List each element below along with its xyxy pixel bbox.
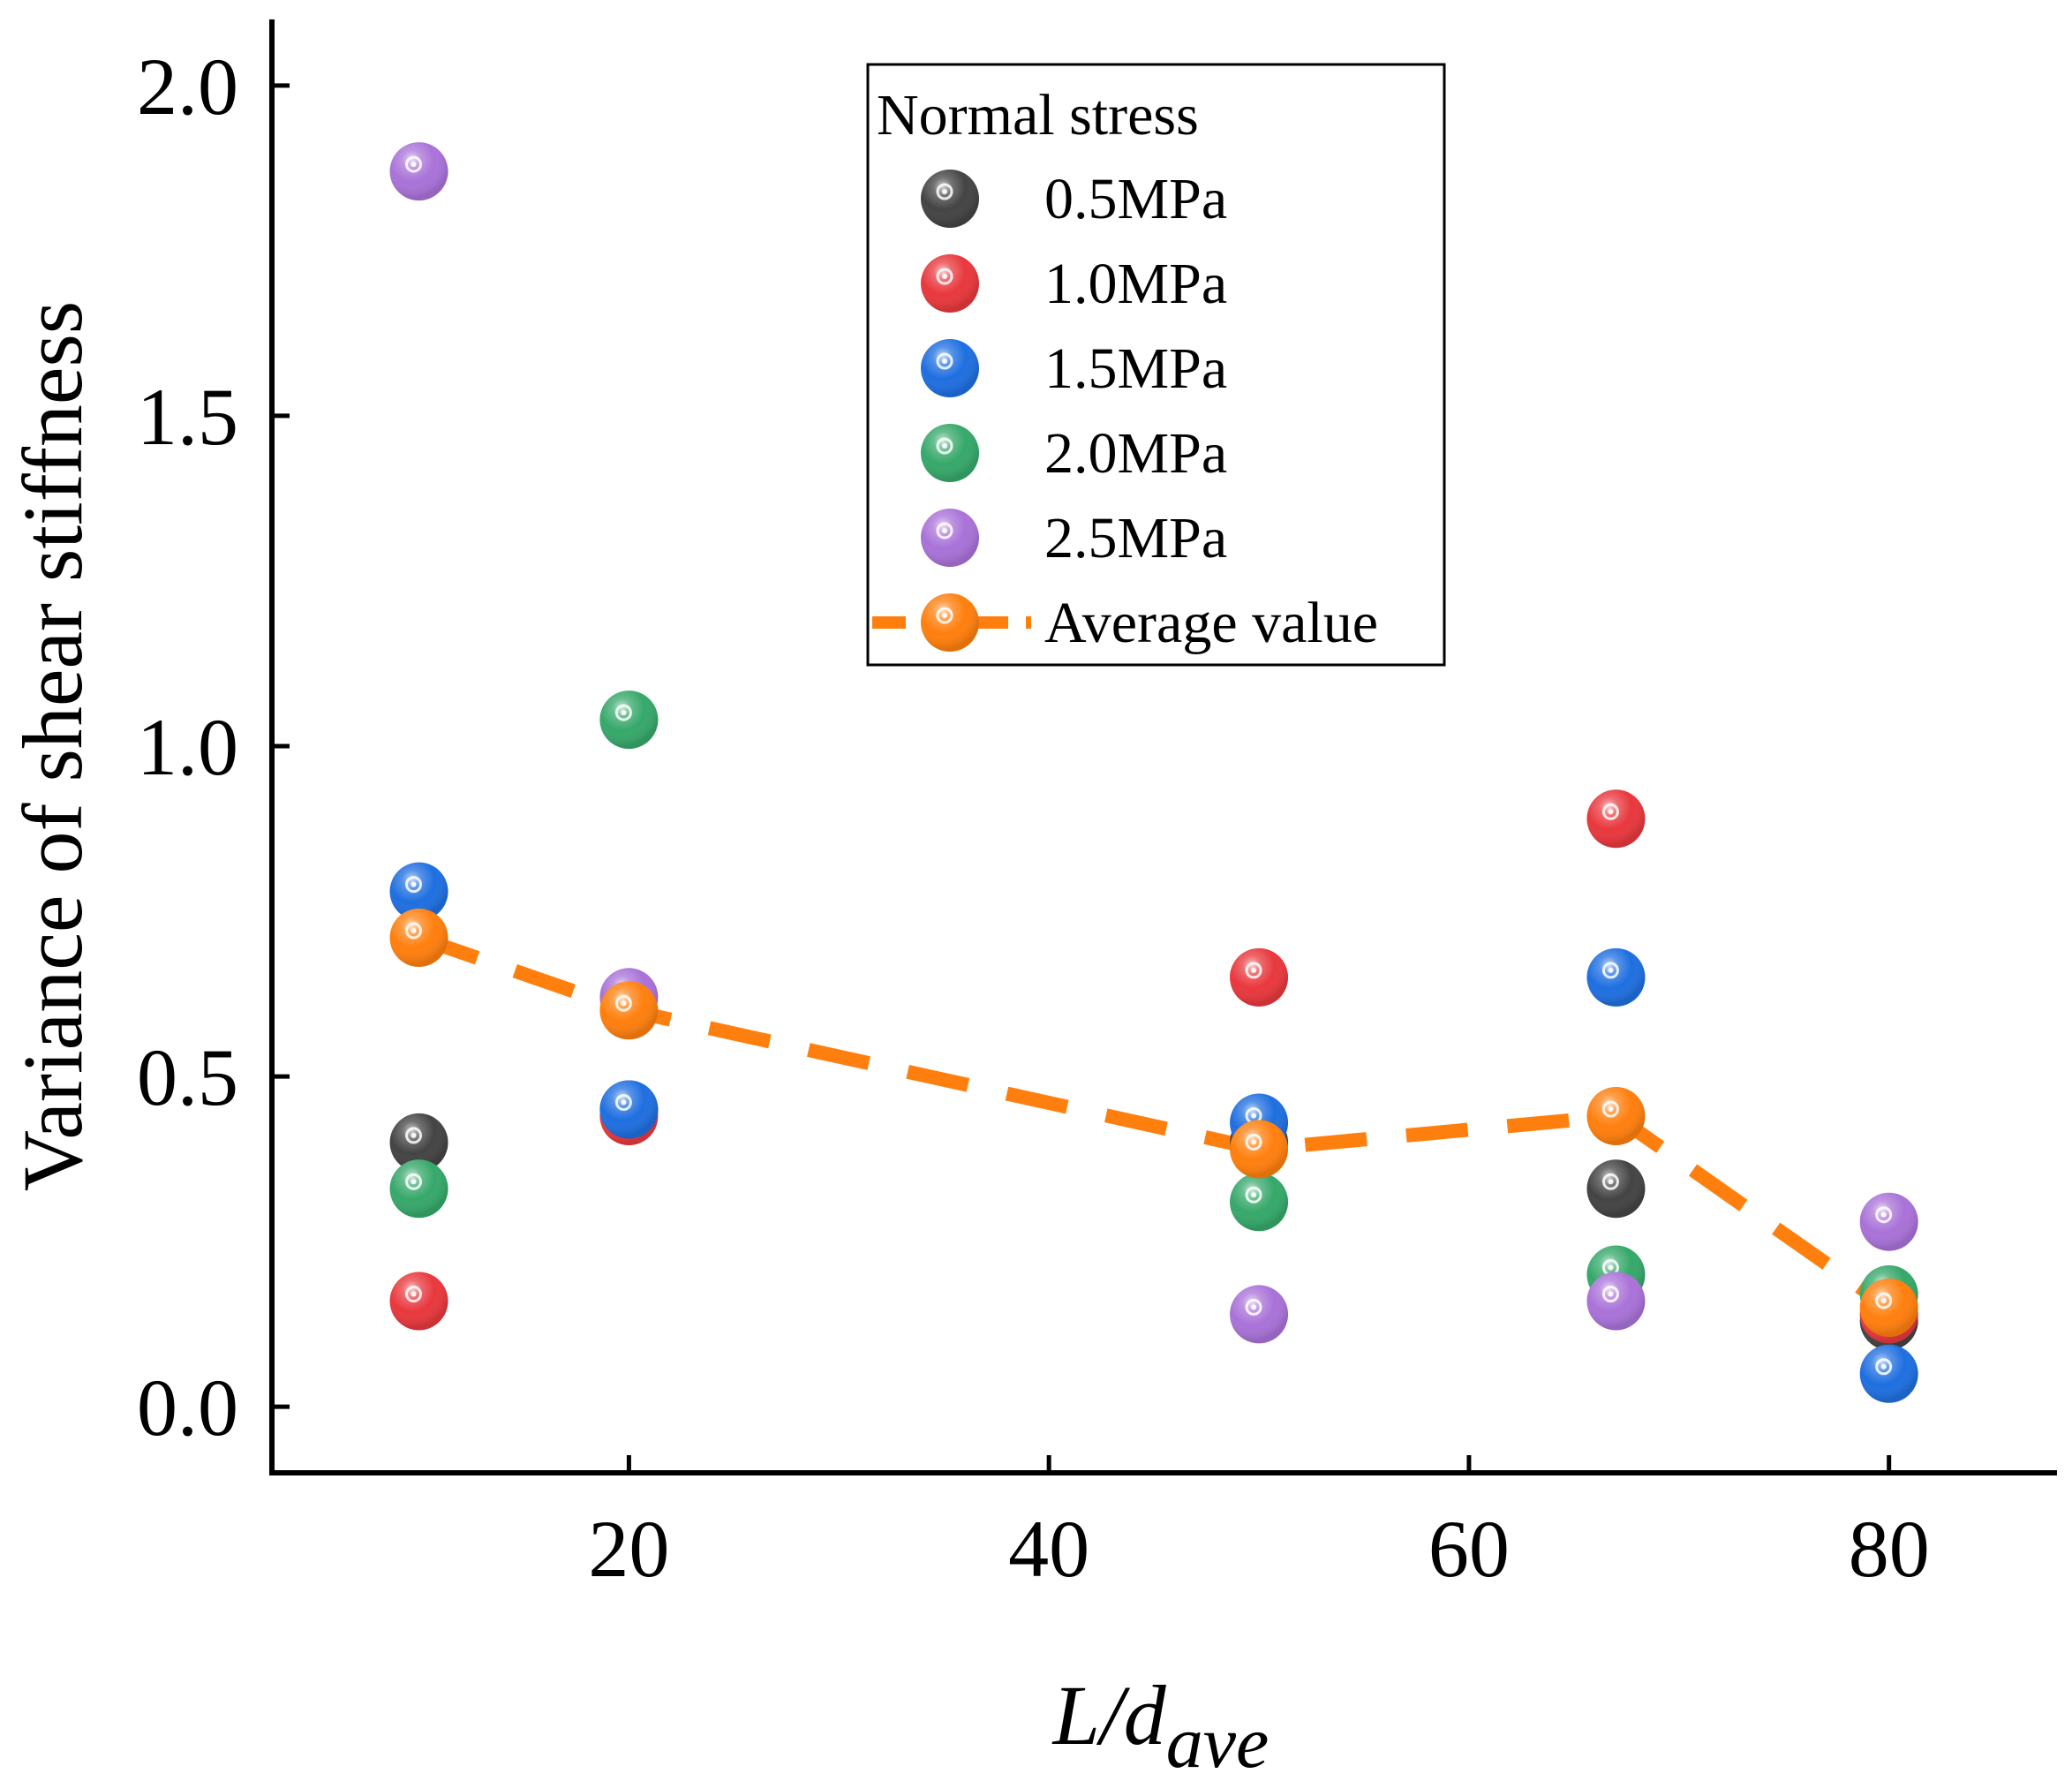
y-tick-label-0-5: 0.5 [137, 1032, 238, 1122]
legend-marker-2-0mpa [921, 424, 979, 482]
axes: 20 40 60 80 0.0 0.5 1.0 1.5 2.0 [137, 19, 2057, 1594]
legend-label-0-5mpa: 0.5MPa [1044, 167, 1227, 231]
x-tick-label-20: 20 [588, 1504, 669, 1594]
point-1-5mpa-80 [1859, 1344, 1918, 1403]
y-tick-label-1-0: 1.0 [137, 702, 238, 792]
legend: Normal stress 0.5MPa 1.0MPa 1.5MPa 2.0MPa 2.… [866, 63, 1446, 667]
point-2-0mpa-20 [599, 691, 659, 750]
legend-label-2-5mpa: 2.5MPa [1044, 506, 1227, 570]
legend-title: Normal stress [877, 83, 1199, 147]
y-tick-label-2-0: 2.0 [137, 42, 238, 132]
point-0-5mpa-67 [1586, 1159, 1646, 1219]
point-2-5mpa-50 [1230, 1285, 1289, 1344]
point-1-0mpa-10 [389, 1272, 448, 1331]
point-average-67 [1586, 1086, 1646, 1145]
point-2-0mpa-10 [389, 1159, 448, 1219]
x-tick-label-60: 60 [1428, 1504, 1510, 1594]
legend-entries: 0.5MPa 1.0MPa 1.5MPa 2.0MPa 2.5MPa Average va… [872, 167, 1378, 655]
point-1-5mpa-67 [1586, 947, 1646, 1007]
y-ticks: 0.0 0.5 1.0 1.5 2.0 [137, 42, 290, 1453]
legend-label-average: Average value [1044, 591, 1378, 655]
point-1-0mpa-50 [1230, 947, 1289, 1007]
point-1-5mpa-20 [599, 1080, 659, 1139]
legend-label-1-5mpa: 1.5MPa [1044, 336, 1227, 401]
y-tick-label-1-5: 1.5 [137, 372, 238, 462]
x-axis-title-subscript: ave [1166, 1702, 1270, 1781]
point-2-5mpa-67 [1586, 1272, 1646, 1331]
legend-label-1-0mpa: 1.0MPa [1044, 252, 1227, 316]
legend-marker-0-5mpa [921, 170, 979, 228]
point-2-0mpa-50 [1230, 1173, 1289, 1232]
y-tick-label-0-0: 0.0 [137, 1362, 238, 1453]
point-2-5mpa-80 [1859, 1192, 1918, 1251]
point-average-10 [389, 908, 448, 967]
points-layer [389, 142, 1918, 1403]
point-1-0mpa-67 [1586, 789, 1646, 849]
x-tick-label-80: 80 [1849, 1504, 1930, 1594]
legend-marker-1-5mpa [921, 339, 979, 397]
x-axis-title-main: L/d [1051, 1668, 1167, 1762]
y-axis-title: Variance of shear stiffness [5, 301, 100, 1192]
point-0-5mpa-10 [389, 1113, 448, 1172]
point-1-5mpa-10 [389, 862, 448, 921]
x-ticks: 20 40 60 80 [588, 1455, 1930, 1594]
legend-label-2-0mpa: 2.0MPa [1044, 421, 1227, 486]
point-average-50 [1230, 1120, 1289, 1179]
legend-marker-average [921, 593, 979, 652]
x-axis-title: L/dave [1051, 1668, 1270, 1781]
x-tick-label-40: 40 [1008, 1504, 1089, 1594]
point-2-5mpa-10 [389, 142, 448, 201]
legend-marker-2-5mpa [921, 509, 979, 567]
legend-marker-1-0mpa [921, 254, 979, 313]
point-average-20 [599, 981, 659, 1040]
point-average-80 [1859, 1278, 1918, 1337]
